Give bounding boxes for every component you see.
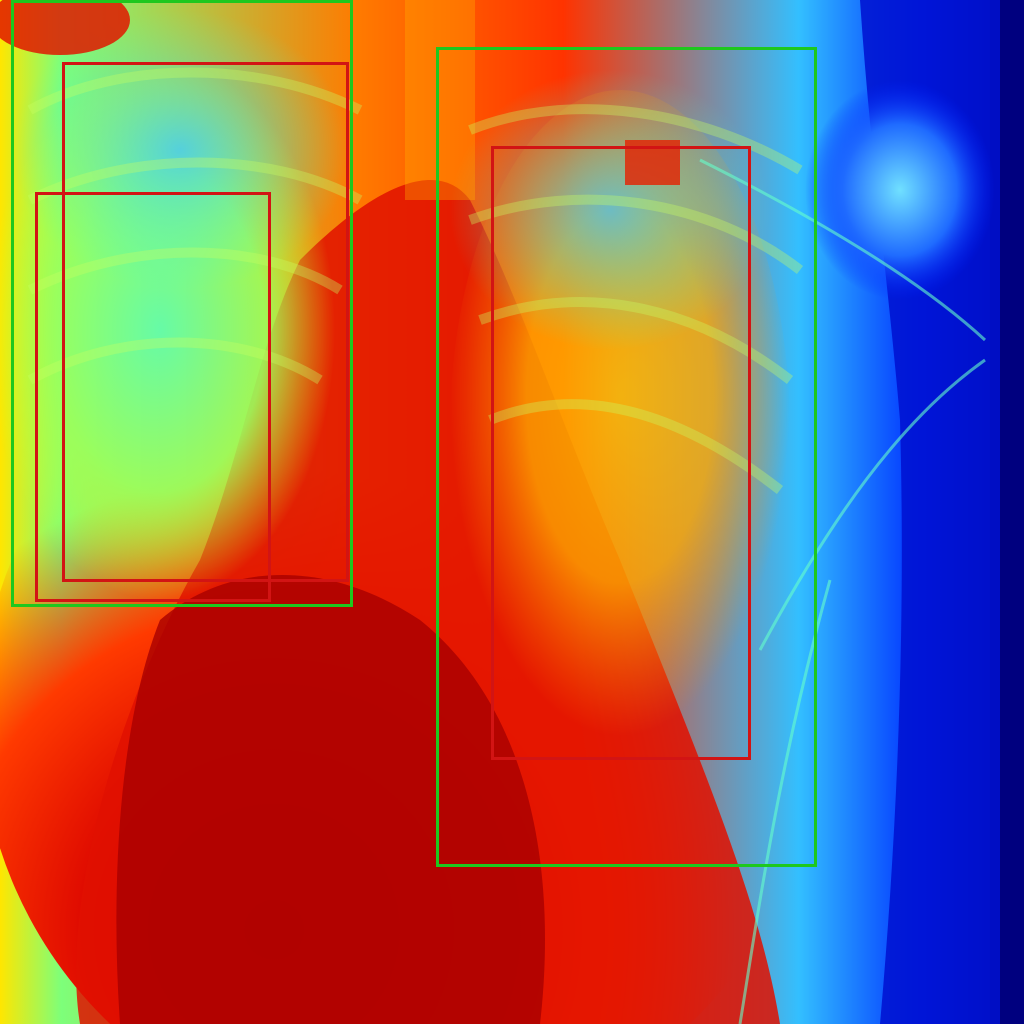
green-bounding-box-right-lung[interactable] bbox=[11, 0, 353, 607]
red-bounding-box-left-lung[interactable] bbox=[491, 146, 751, 760]
green-bounding-box-left-lung[interactable] bbox=[436, 47, 817, 867]
red-bounding-box-right-lung-lower[interactable] bbox=[35, 192, 271, 602]
red-bounding-box-right-lung-upper[interactable] bbox=[62, 62, 349, 582]
